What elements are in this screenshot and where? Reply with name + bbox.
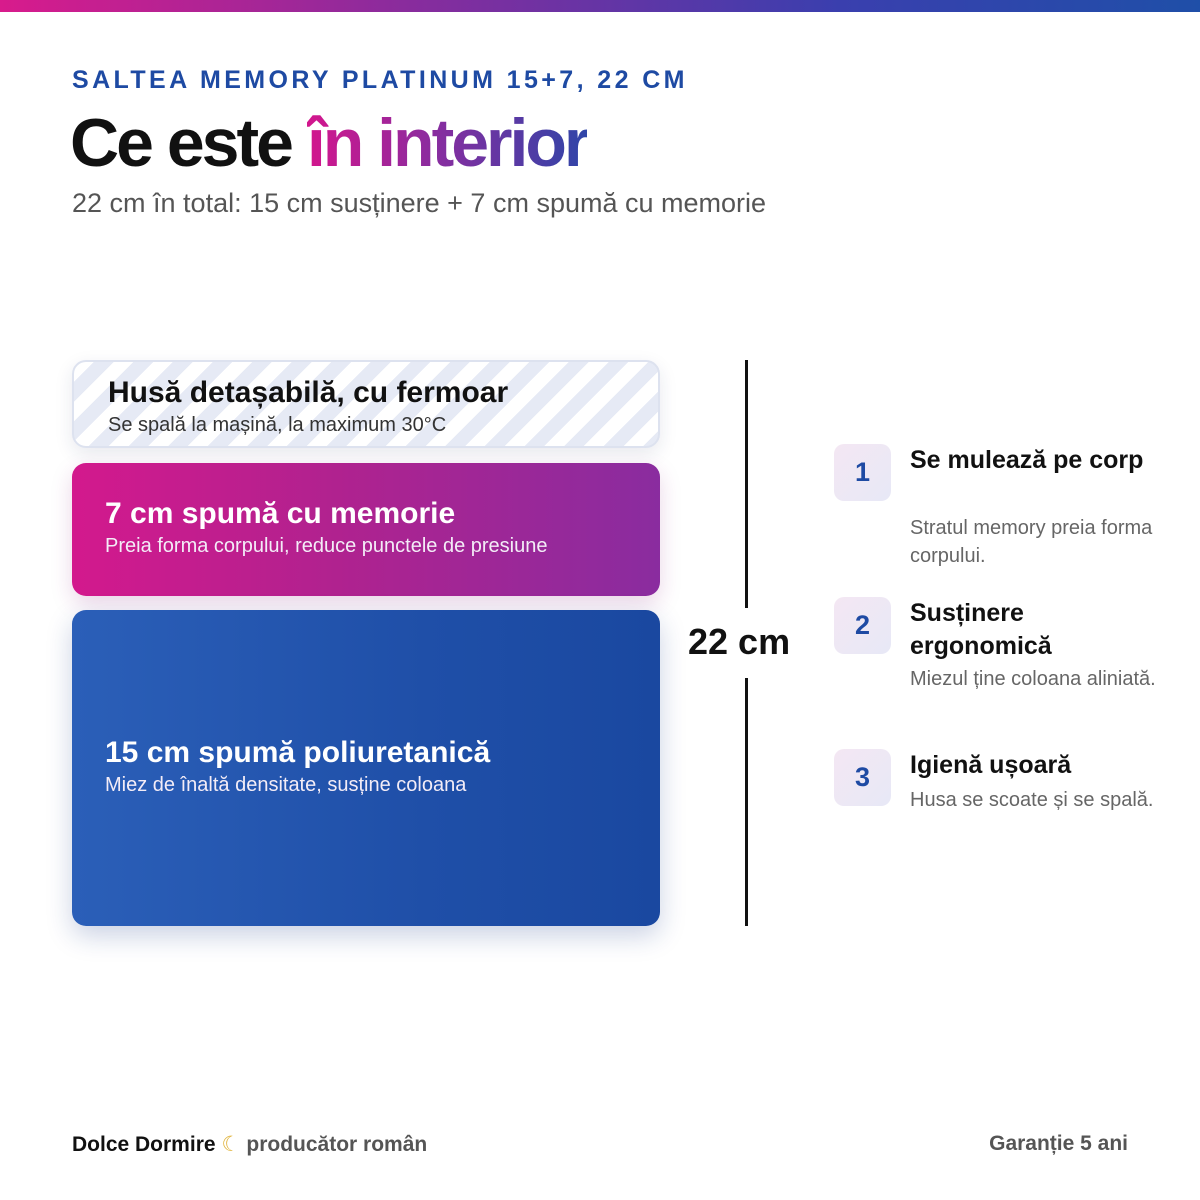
layer-cover-title: Husă detașabilă, cu fermoar: [108, 376, 509, 409]
product-eyebrow: SALTEA MEMORY PLATINUM 15+7, 22 CM: [72, 66, 688, 94]
benefit-number-badge: 2: [834, 597, 891, 654]
layer-support-desc: Miez de înaltă densitate, susține coloan…: [105, 774, 467, 796]
layer-memory-foam: 7 cm spumă cu memorie Preia forma corpul…: [72, 463, 660, 596]
layer-support-title: 15 cm spumă poliuretanică: [105, 736, 491, 769]
layer-cover: Husă detașabilă, cu fermoar Se spală la …: [72, 360, 660, 448]
benefit-number-badge: 1: [834, 444, 891, 501]
top-gradient-bar: [0, 0, 1200, 12]
benefit-desc: Husa se scoate și se spală.: [910, 789, 1154, 811]
benefit-title: Se mulează pe corp: [910, 446, 1144, 474]
height-measure-line-bottom: [745, 678, 748, 926]
brand-tagline: producător român: [246, 1133, 428, 1156]
page-title: Ce este în interior: [70, 104, 591, 182]
benefit-title: Igienă ușoară: [910, 751, 1072, 779]
title-accent: în interior: [306, 105, 591, 181]
footer-brand: Dolce Dormire ☾ producător român: [72, 1132, 427, 1157]
layer-memory-title: 7 cm spumă cu memorie: [105, 497, 456, 530]
height-measure-label: 22 cm: [688, 621, 791, 662]
warranty-label: Garanție 5 ani: [989, 1132, 1128, 1155]
benefit-desc: Stratul memory preia forma corpului.: [910, 517, 1153, 567]
layer-memory-desc: Preia forma corpului, reduce punctele de…: [105, 535, 548, 557]
layer-support-foam: 15 cm spumă poliuretanică Miez de înaltă…: [72, 610, 660, 926]
benefit-title: Susținere ergonomică: [910, 599, 1052, 660]
benefit-number-badge: 3: [834, 749, 891, 806]
moon-icon: ☾: [221, 1133, 241, 1156]
height-measure-line-top: [745, 360, 748, 608]
title-plain: Ce este: [70, 105, 307, 181]
benefit-desc: Miezul ține coloana aliniată.: [910, 668, 1156, 690]
page-subtitle: 22 cm în total: 15 cm susținere + 7 cm s…: [72, 188, 767, 218]
layer-cover-desc: Se spală la mașină, la maximum 30°C: [108, 414, 447, 436]
brand-name: Dolce Dormire: [72, 1133, 216, 1156]
